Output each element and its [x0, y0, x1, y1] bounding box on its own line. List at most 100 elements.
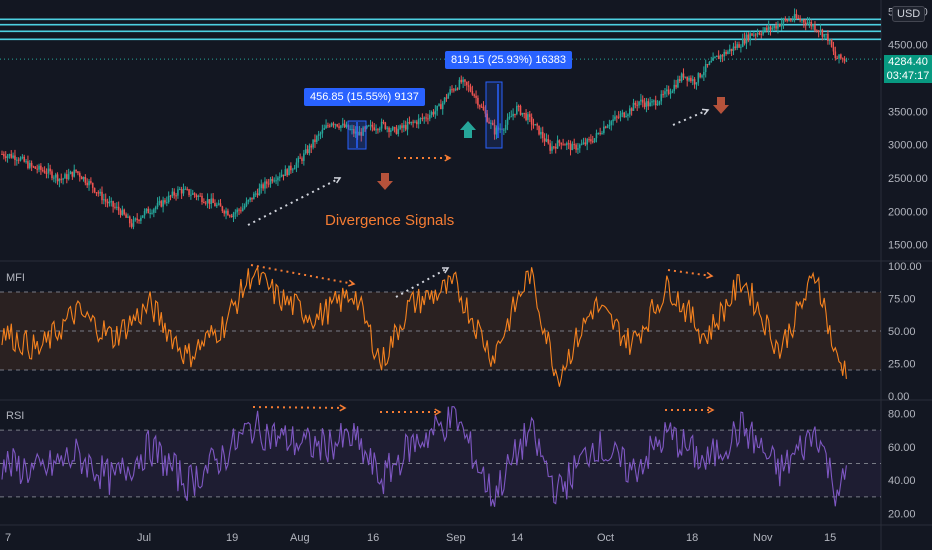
candle-body	[590, 139, 592, 142]
candle-body	[503, 129, 505, 131]
candle-body	[128, 216, 131, 224]
candle-body	[364, 127, 366, 129]
candle-body	[471, 90, 474, 95]
candle-body	[758, 33, 761, 35]
candle-body	[441, 102, 444, 110]
candle-body	[773, 25, 776, 29]
candle-body	[404, 125, 407, 130]
candle-body	[182, 189, 185, 194]
candle-body	[278, 176, 281, 178]
time-tick-label: 18	[686, 532, 698, 544]
price-tick-label: 3000.00	[888, 140, 928, 152]
candle-body	[797, 17, 800, 19]
candle-body	[303, 153, 305, 161]
time-tick-label: 16	[367, 532, 379, 544]
candle-body	[836, 58, 838, 60]
candle-body	[678, 79, 681, 82]
candle-body	[619, 114, 622, 118]
candle-body	[506, 118, 509, 125]
candle-body	[838, 54, 840, 59]
candle-body	[586, 139, 588, 145]
candle-body	[721, 55, 724, 57]
candle-body	[169, 195, 172, 197]
candle-body	[662, 94, 664, 96]
candle-body	[54, 174, 57, 178]
candle-body	[334, 124, 337, 126]
candle-body	[558, 140, 561, 143]
divergence-signals-label: Divergence Signals	[325, 212, 455, 229]
candle-body	[582, 142, 585, 144]
candle-body	[684, 76, 687, 78]
candle-body	[121, 209, 124, 215]
candle-body	[825, 33, 827, 35]
candle-body	[247, 199, 250, 202]
candle-body	[528, 114, 531, 117]
candle-body	[184, 188, 187, 190]
candle-body	[543, 138, 546, 142]
mfi-label: MFI	[6, 272, 25, 284]
candle-body	[410, 121, 413, 124]
candle-body	[304, 149, 307, 154]
candle-body	[251, 197, 253, 200]
candle-body	[828, 39, 831, 42]
drawing-annotations	[247, 81, 729, 416]
candle-body	[614, 116, 616, 120]
candle-body	[306, 149, 309, 154]
candle-body	[354, 131, 357, 134]
candle-body	[621, 112, 624, 115]
candle-body	[343, 123, 346, 128]
candle-body	[125, 214, 127, 218]
candle-body	[214, 202, 216, 207]
candle-body	[43, 170, 46, 173]
candle-body	[740, 46, 742, 48]
candle-body	[417, 118, 420, 125]
candle-body	[584, 142, 587, 145]
candle-body	[714, 56, 716, 58]
candle-body	[660, 94, 663, 102]
time-axis[interactable]: 7 Jul 19 Aug 16 Sep 14 Oct 18 Nov 15	[5, 532, 836, 544]
candle-body	[116, 206, 118, 208]
candle-body	[290, 165, 292, 171]
price-axis[interactable]: 1500.00 2000.00 2500.00 3000.00 3500.00 4500.…	[888, 6, 928, 251]
candle-body	[412, 121, 414, 123]
candle-body	[27, 161, 29, 169]
candle-body	[395, 127, 398, 134]
time-tick-label: 19	[226, 532, 238, 544]
candle-body	[262, 184, 264, 189]
candle-body	[699, 73, 701, 78]
candle-body	[62, 178, 64, 180]
candle-body	[10, 154, 13, 158]
candle-body	[677, 79, 679, 88]
candle-body	[727, 51, 729, 54]
candle-body	[445, 97, 448, 99]
time-tick-label: Sep	[446, 532, 466, 544]
candle-body	[636, 104, 638, 106]
candle-body	[193, 193, 196, 195]
candle-body	[575, 144, 577, 150]
osc-line	[1, 265, 847, 387]
candle-body	[119, 210, 122, 215]
currency-button[interactable]: USD	[892, 6, 926, 22]
candle-body	[728, 48, 731, 52]
candle-body	[495, 127, 498, 135]
candle-body	[310, 145, 313, 148]
candle-body	[695, 82, 698, 85]
candle-body	[651, 101, 653, 103]
candle-body	[312, 139, 314, 148]
candle-body	[3, 154, 5, 157]
candle-body	[186, 188, 188, 190]
candle-body	[301, 158, 303, 161]
candle-body	[371, 124, 374, 128]
candle-body	[40, 165, 42, 170]
candle-body	[330, 123, 333, 127]
candle-body	[538, 125, 540, 135]
candle-body	[401, 125, 403, 128]
candle-body	[634, 102, 637, 105]
candle-body	[630, 108, 633, 111]
candle-body	[788, 19, 790, 21]
candle-body	[769, 26, 772, 30]
candle-body	[351, 129, 353, 131]
candle-body	[95, 192, 98, 194]
candle-body	[723, 51, 726, 57]
